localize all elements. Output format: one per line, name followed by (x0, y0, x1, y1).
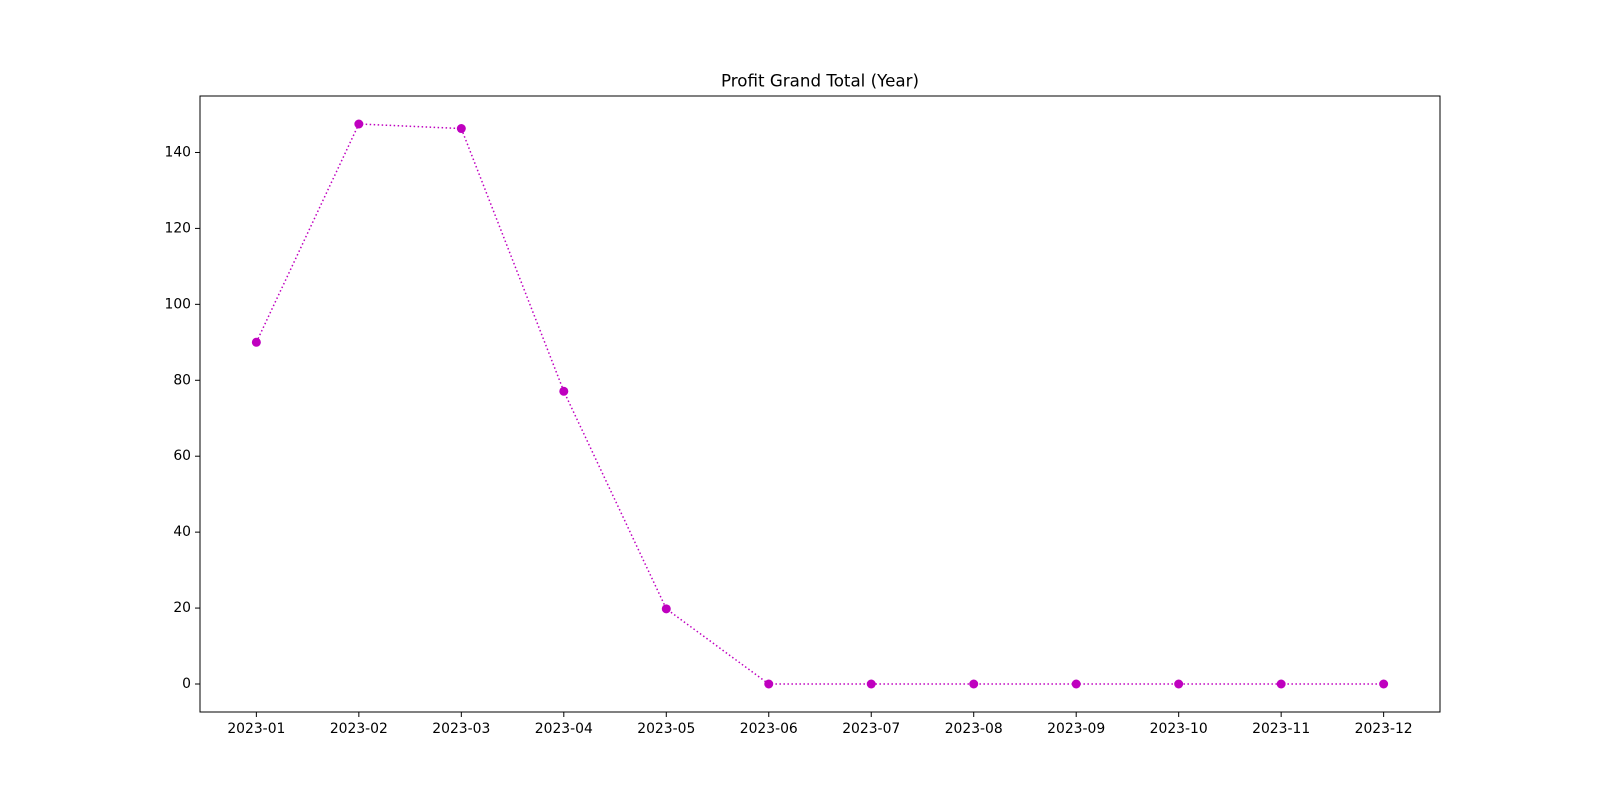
x-tick-label: 2023-11 (1252, 721, 1310, 737)
point (1174, 679, 1184, 689)
series-line (255, 123, 1384, 685)
y-tick-label: 120 (164, 220, 191, 236)
y-tick-label: 140 (164, 144, 191, 160)
plot-frame (199, 95, 1441, 713)
point (559, 386, 569, 396)
x-tick-label: 2023-05 (637, 721, 695, 737)
point (456, 124, 466, 134)
x-tick-label: 2023-09 (1047, 721, 1105, 737)
y-tick-label: 80 (173, 372, 191, 388)
point (251, 337, 261, 347)
x-tick-label: 2023-03 (432, 721, 490, 737)
x-tick-label: 2023-01 (227, 721, 285, 737)
x-tick-label: 2023-07 (842, 721, 900, 737)
point (764, 679, 774, 689)
point (866, 679, 876, 689)
x-tick-label: 2023-08 (945, 721, 1003, 737)
x-tick-label: 2023-12 (1355, 721, 1413, 737)
point (1071, 679, 1081, 689)
x-tick-label: 2023-10 (1150, 721, 1208, 737)
point (354, 119, 364, 129)
x-tick-label: 2023-04 (535, 721, 593, 737)
point (1276, 679, 1286, 689)
y-tick-label: 0 (182, 676, 191, 692)
y-tick-label: 60 (173, 448, 191, 464)
x-tick-label: 2023-06 (740, 721, 798, 737)
point (1379, 679, 1389, 689)
x-tick-label: 2023-02 (330, 721, 388, 737)
point (661, 604, 671, 614)
chart-title: Profit Grand Total (Year) (721, 71, 919, 91)
y-tick-label: 100 (164, 296, 191, 312)
y-tick-label: 20 (173, 600, 191, 616)
point (969, 679, 979, 689)
y-tick-label: 40 (173, 524, 191, 540)
